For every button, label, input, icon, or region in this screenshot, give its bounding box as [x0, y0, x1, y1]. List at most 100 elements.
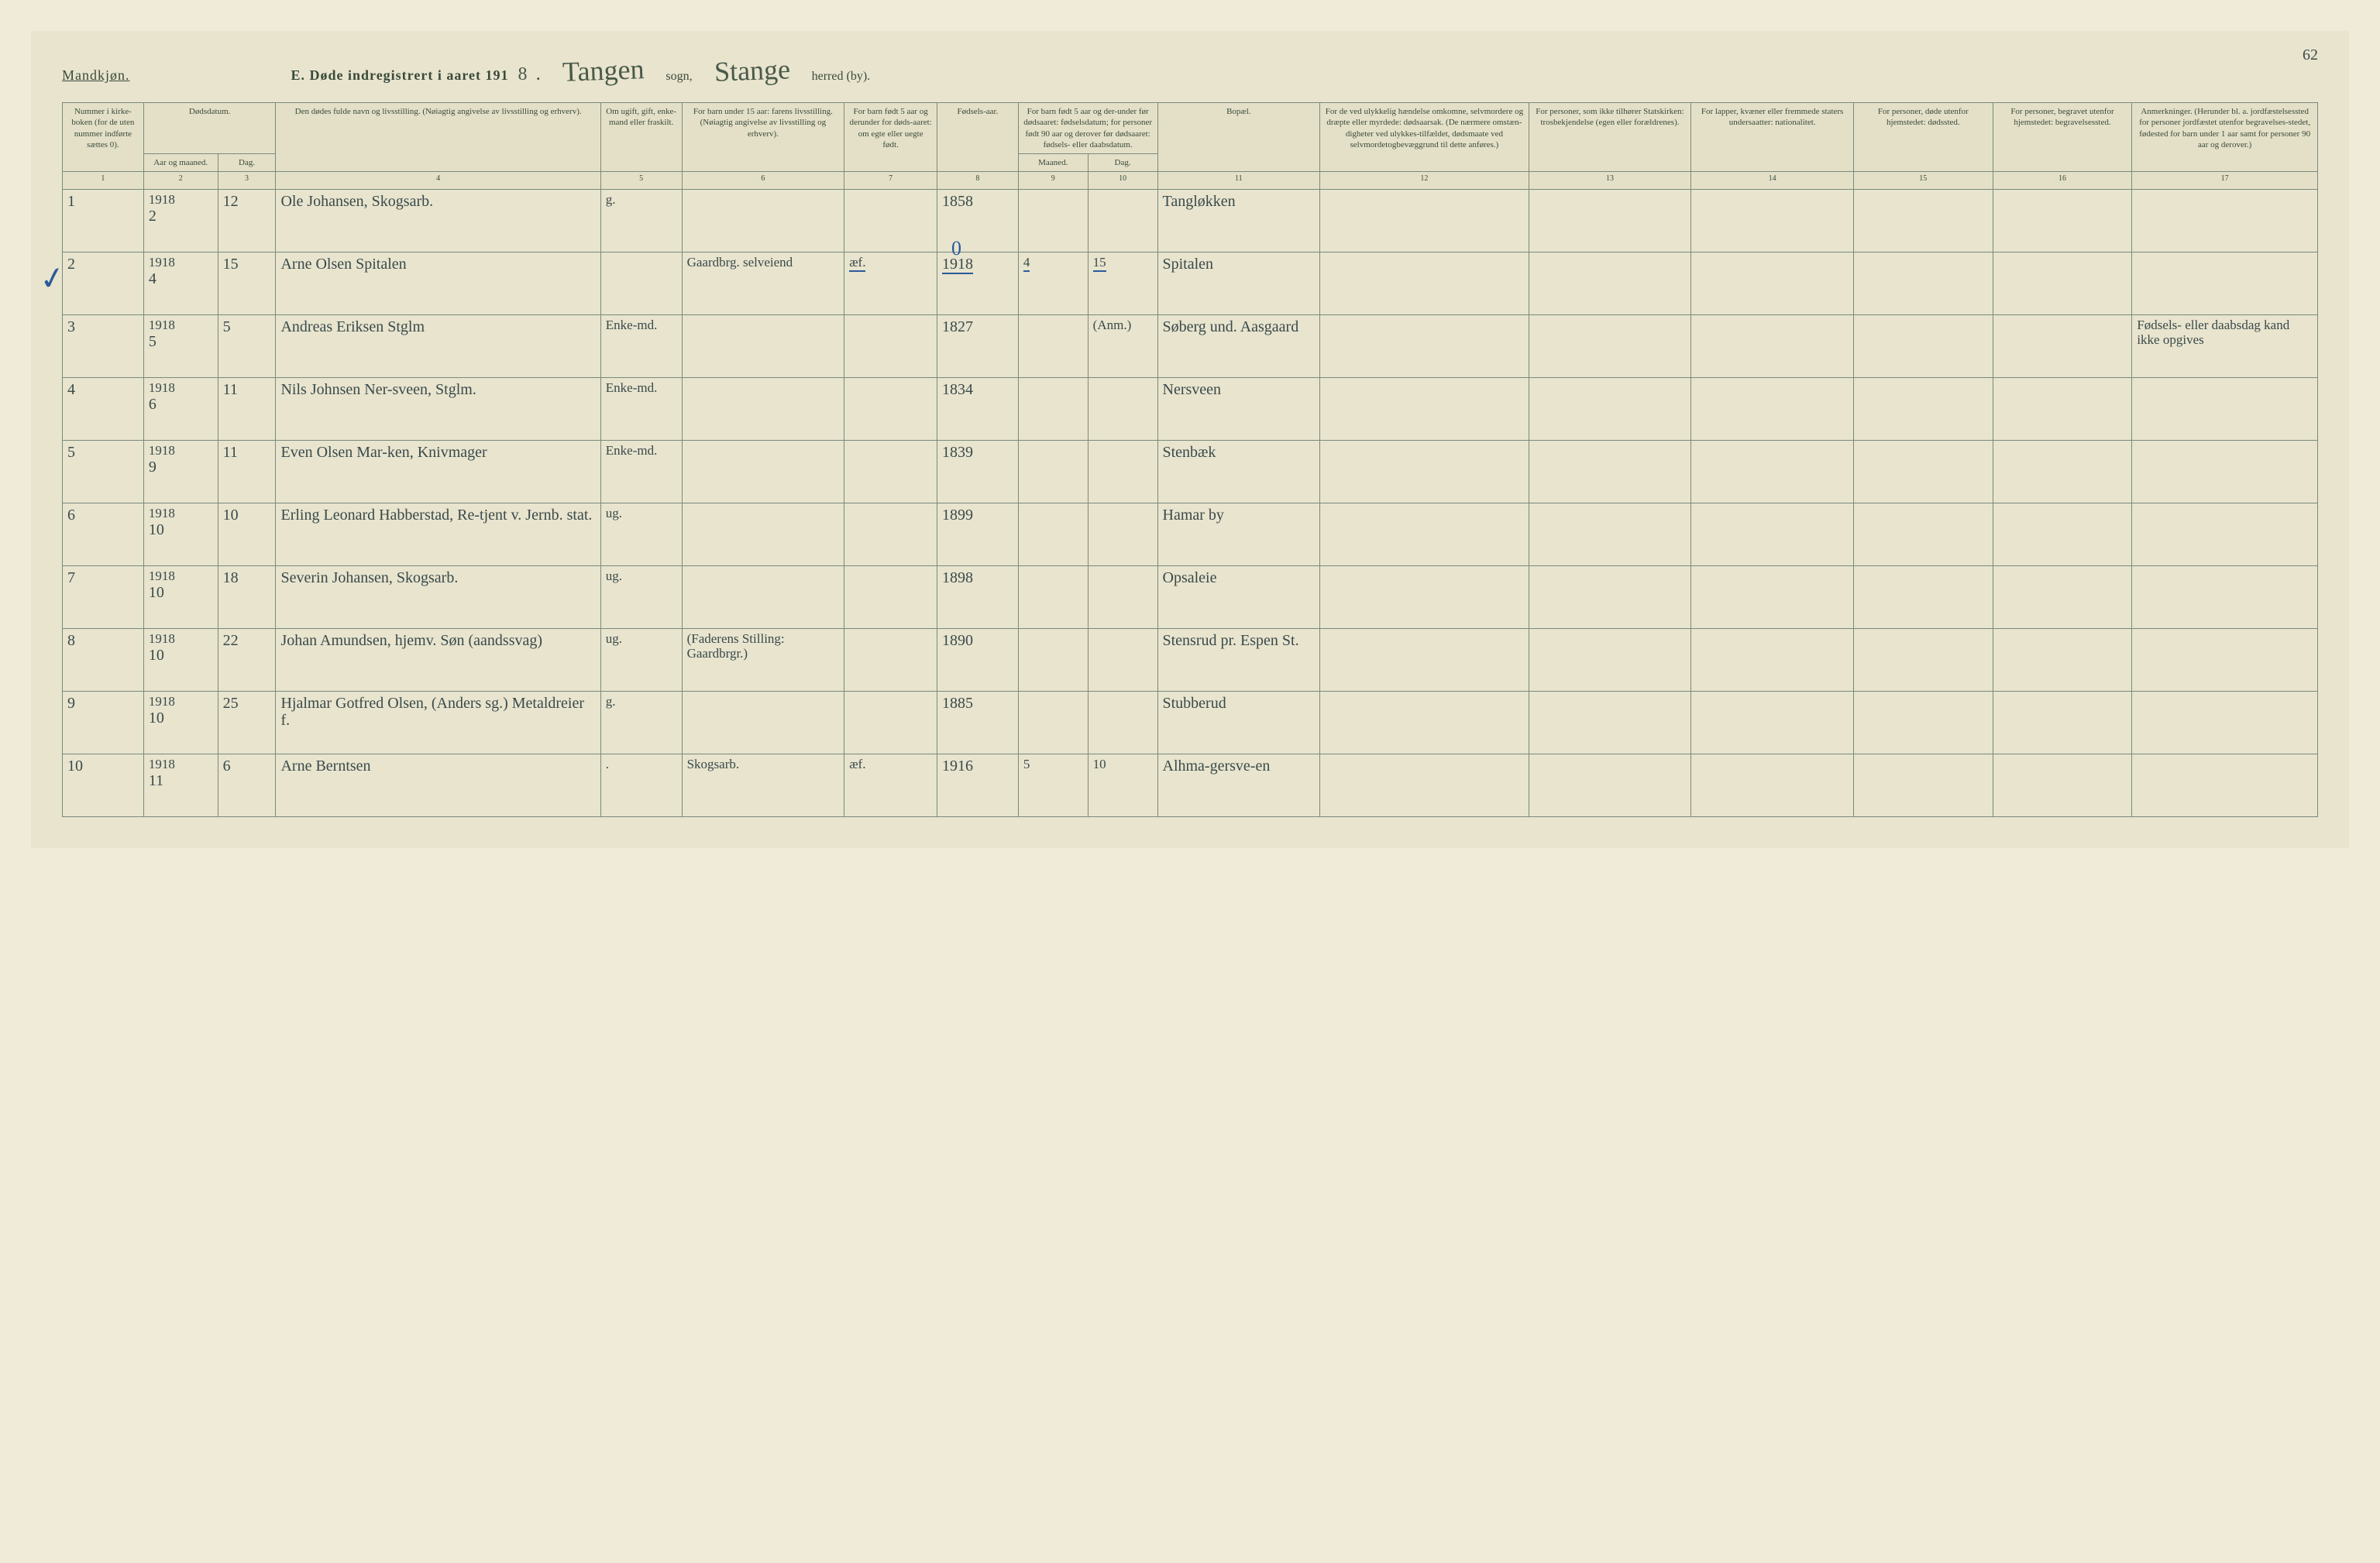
cell	[844, 629, 937, 692]
cell-year-month: 19185	[143, 315, 218, 378]
cell	[1529, 629, 1691, 692]
col-header-3: Den dødes fulde navn og livsstilling. (N…	[276, 103, 600, 172]
cell: 1858	[937, 190, 1019, 252]
cell-value: Stenbæk	[1163, 444, 1216, 461]
cell: Enke-md.	[600, 315, 682, 378]
cell-number: 3	[63, 315, 144, 378]
cell	[2132, 378, 2318, 441]
cell	[1691, 754, 1854, 817]
colnum: 6	[682, 172, 844, 190]
cell: Stensrud pr. Espen St.	[1157, 629, 1320, 692]
col-header-2: Dødsdatum.	[143, 103, 276, 154]
month: 10	[149, 584, 164, 601]
cell	[1018, 378, 1088, 441]
cell-value: Stubberud	[1163, 695, 1226, 712]
col-header-14: For personer, døde utenfor hjemstedet: d…	[1853, 103, 1993, 172]
cell: ug.	[600, 566, 682, 629]
cell-year-month: 191810	[143, 566, 218, 629]
cell	[600, 252, 682, 315]
cell	[1529, 190, 1691, 252]
header-row: Mandkjøn. E. Døde indregistrert i aaret …	[62, 54, 2318, 87]
cell: 4	[1018, 252, 1088, 315]
title-period: .	[536, 67, 541, 84]
cell	[1018, 315, 1088, 378]
table-row: 41918611Nils Johnsen Ner-sveen, Stglm.En…	[63, 378, 2318, 441]
cell-value: 1858	[942, 193, 973, 210]
cell: 1834	[937, 378, 1019, 441]
cell-value: 1916	[942, 757, 973, 775]
cell: 25	[218, 692, 276, 754]
cell: 11	[218, 378, 276, 441]
col-header-8: Maaned.	[1018, 154, 1088, 172]
year: 1918	[149, 631, 175, 646]
cell	[1088, 378, 1157, 441]
herred-value: Stange	[698, 53, 806, 89]
cell-value: 11	[223, 381, 238, 398]
cell-year-month: 19182	[143, 190, 218, 252]
table-row: 3191855Andreas Eriksen StglmEnke-md.1827…	[63, 315, 2318, 378]
cell: (Anm.)	[1088, 315, 1157, 378]
cell	[1691, 252, 1854, 315]
cell	[1018, 441, 1088, 503]
cell-value: Enke-md.	[606, 380, 658, 395]
cell-year-month: 19186	[143, 378, 218, 441]
cell-value: g.	[606, 192, 616, 207]
cell	[1529, 252, 1691, 315]
cell: Andreas Eriksen Stglm	[276, 315, 600, 378]
cell	[1320, 692, 1529, 754]
cell	[1320, 503, 1529, 566]
cell	[1018, 190, 1088, 252]
cell-number: ✓2	[63, 252, 144, 315]
year: 1918	[149, 694, 175, 709]
colnum: 2	[143, 172, 218, 190]
cell: 10	[1088, 754, 1157, 817]
cell	[1529, 566, 1691, 629]
colnum: 12	[1320, 172, 1529, 190]
cell-value: (Anm.)	[1093, 318, 1132, 332]
cell-value: Gaardbrg. selveiend	[687, 255, 793, 270]
cell-value: Enke-md.	[606, 318, 658, 332]
row-number: 7	[67, 569, 75, 586]
cell-value: 11	[223, 444, 238, 461]
cell-number: 1	[63, 190, 144, 252]
table-row: 619181010Erling Leonard Habberstad, Re-t…	[63, 503, 2318, 566]
cell	[1993, 378, 2132, 441]
cell	[2132, 190, 2318, 252]
cell	[1853, 441, 1993, 503]
cell: 12	[218, 190, 276, 252]
cell-value: ug.	[606, 506, 622, 520]
cell: 6	[218, 754, 276, 817]
col-header-7: Fødsels-aar.	[937, 103, 1019, 172]
cell	[1993, 692, 2132, 754]
cell-value: 1885	[942, 695, 973, 712]
cell-number: 8	[63, 629, 144, 692]
cell-value: Even Olsen Mar-ken, Knivmager	[280, 444, 487, 461]
cell-value: Alhma-gersve-en	[1163, 757, 1271, 775]
table-row: ✓21918415Arne Olsen SpitalenGaardbrg. se…	[63, 252, 2318, 315]
cell-year-month: 191811	[143, 754, 218, 817]
col-header-6: For barn født 5 aar og derunder for døds…	[844, 103, 937, 172]
checkmark-icon: ✓	[36, 259, 68, 299]
col-header-15: For personer, begravet utenfor hjemstede…	[1993, 103, 2132, 172]
cell	[1691, 190, 1854, 252]
cell: Stubberud	[1157, 692, 1320, 754]
cell-value: 6	[223, 757, 231, 775]
cell	[844, 190, 937, 252]
month: 11	[149, 772, 163, 789]
cell	[1993, 441, 2132, 503]
col-header-4: Om ugift, gift, enke-mand eller fraskilt…	[600, 103, 682, 172]
cell: Enke-md.	[600, 441, 682, 503]
cell-year-month: 191810	[143, 503, 218, 566]
cell-value: Arne Olsen Spitalen	[280, 256, 406, 273]
cell	[1853, 252, 1993, 315]
table-row: 51918911Even Olsen Mar-ken, KnivmagerEnk…	[63, 441, 2318, 503]
cell: Severin Johansen, Skogsarb.	[276, 566, 600, 629]
table-body: 11918212Ole Johansen, Skogsarb.g.1858Tan…	[63, 190, 2318, 817]
col-header-12: For personer, som ikke tilhører Statskir…	[1529, 103, 1691, 172]
cell	[1853, 378, 1993, 441]
cell-value: Nils Johnsen Ner-sveen, Stglm.	[280, 381, 476, 398]
cell: Gaardbrg. selveiend	[682, 252, 844, 315]
cell	[1691, 629, 1854, 692]
colnum: 16	[1993, 172, 2132, 190]
col-header-9: Dag.	[1088, 154, 1157, 172]
